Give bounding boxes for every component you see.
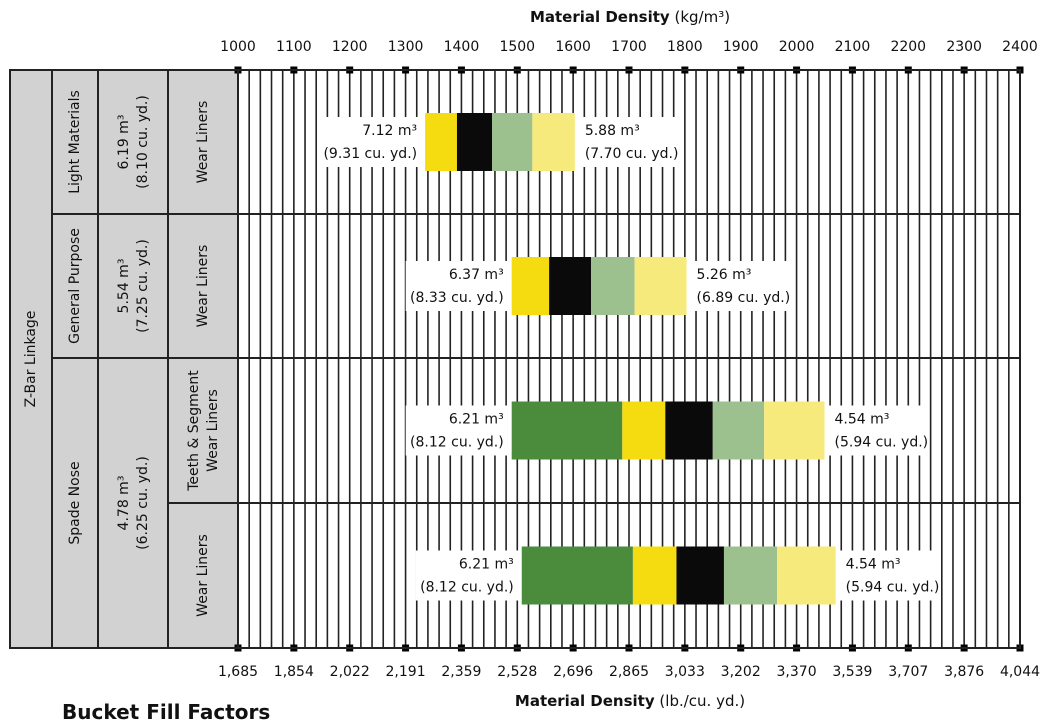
bar-segment-95 [492, 113, 533, 171]
x-top-tick-label: 1700 [611, 39, 647, 55]
x-bottom-tick-label: 1,685 [218, 664, 258, 680]
x-bottom-tick-label: 2,359 [441, 664, 481, 680]
group-capacity-m3: 6.19 m³ [116, 115, 132, 170]
x-bottom-tick-label: 2,696 [553, 664, 593, 680]
x-top-tick-label: 1800 [667, 39, 703, 55]
x-top-tick-label: 1100 [276, 39, 312, 55]
bar-segment-100 [456, 113, 493, 171]
left-label-cuyd: (8.12 cu. yd.) [420, 580, 514, 596]
group-capacity-cuyd: (7.25 cu. yd.) [135, 239, 151, 333]
right-label-m3: 4.54 m³ [846, 557, 901, 573]
left-label-cuyd: (8.33 cu. yd.) [410, 290, 504, 306]
group-capacity-cuyd: (8.10 cu. yd.) [135, 95, 151, 189]
x-bottom-tick-label: 3,876 [944, 664, 984, 680]
x-bottom-tick-label: 4,044 [1000, 664, 1040, 680]
right-label-cuyd: (5.94 cu. yd.) [835, 435, 929, 451]
group-capacity-cuyd: (6.25 cu. yd.) [135, 456, 151, 550]
row-type-label: Wear Liners [195, 245, 211, 328]
bar-segment-100 [665, 401, 713, 460]
left-label-bg [405, 261, 510, 311]
left-label-m3: 6.21 m³ [459, 557, 514, 573]
right-label-m3: 5.26 m³ [697, 267, 752, 283]
right-label-cuyd: (6.89 cu. yd.) [697, 290, 791, 306]
row-type-label: Teeth & Segment [186, 370, 202, 492]
group-capacity-m3: 4.78 m³ [116, 476, 132, 531]
bar-segment-95 [723, 546, 778, 605]
bottom-axis-title: Material Density (lb./cu. yd.) [514, 692, 746, 710]
x-top-tick-label: 1400 [444, 39, 480, 55]
right-label-cuyd: (7.70 cu. yd.) [585, 146, 679, 162]
chart-border [9, 69, 1021, 649]
x-bottom-tick-label: 3,707 [888, 664, 928, 680]
row-type-label: Wear Liners [195, 534, 211, 617]
x-bottom-tick-label: 3,202 [721, 664, 761, 680]
group-label: Spade Nose [67, 461, 83, 544]
footer-title: Bucket Fill Factors [62, 700, 271, 724]
bar-segment-95 [712, 401, 765, 460]
x-top-tick-label: 2100 [835, 39, 871, 55]
x-bottom-tick-label: 3,370 [777, 664, 817, 680]
x-top-tick-label: 2000 [779, 39, 815, 55]
bar-segment-90 [764, 401, 825, 460]
left-label-bg [415, 550, 520, 601]
right-label-cuyd: (5.94 cu. yd.) [846, 580, 940, 596]
x-bottom-tick-label: 2,022 [330, 664, 370, 680]
x-top-tick-label: 1500 [499, 39, 535, 55]
group-label: General Purpose [67, 228, 83, 344]
bar-segment-100 [676, 546, 724, 605]
x-bottom-tick-label: 2,528 [497, 664, 537, 680]
x-top-tick-label: 2200 [890, 39, 926, 55]
right-label-bg [688, 261, 789, 311]
bar-segment-90 [532, 113, 575, 171]
left-label-m3: 6.21 m³ [449, 412, 504, 428]
frame-lines [9, 69, 1021, 649]
linkage-label: Z-Bar Linkage [23, 311, 39, 408]
row-type-label: Wear Liners [205, 389, 221, 472]
bar-segment-110 [425, 113, 457, 171]
x-top-tick-label: 2300 [946, 39, 982, 55]
left-label-m3: 7.12 m³ [362, 123, 417, 139]
bar-segment-110 [622, 401, 666, 460]
left-label-m3: 6.37 m³ [449, 267, 504, 283]
bar-segment-110 [632, 546, 677, 605]
x-bottom-tick-label: 1,854 [274, 664, 314, 680]
right-label-bg [576, 117, 677, 167]
left-label-cuyd: (8.12 cu. yd.) [410, 435, 504, 451]
right-label-bg [837, 550, 938, 601]
left-label-bg [319, 117, 424, 167]
right-label-m3: 5.88 m³ [585, 123, 640, 139]
x-top-tick-label: 1900 [723, 39, 759, 55]
x-bottom-tick-label: 2,191 [386, 664, 426, 680]
bar-segment-115 [521, 546, 633, 605]
bar-segment-90 [634, 257, 687, 315]
row-type-label: Wear Liners [195, 101, 211, 184]
x-top-tick-label: 1200 [332, 39, 368, 55]
x-top-tick-label: 2400 [1002, 39, 1038, 55]
x-top-tick-label: 1000 [220, 39, 256, 55]
top-axis-title: Material Density (kg/m³) [529, 8, 731, 26]
bar-segment-115 [511, 401, 623, 460]
group-capacity-m3: 5.54 m³ [116, 259, 132, 314]
right-label-m3: 4.54 m³ [835, 412, 890, 428]
x-bottom-tick-label: 3,033 [665, 664, 705, 680]
bar-segment-110 [511, 257, 550, 315]
x-bottom-tick-label: 2,865 [609, 664, 649, 680]
group-label: Light Materials [67, 90, 83, 194]
bar-segment-100 [549, 257, 592, 315]
x-top-tick-label: 1300 [388, 39, 424, 55]
bar-segment-90 [777, 546, 836, 605]
left-label-cuyd: (9.31 cu. yd.) [323, 146, 417, 162]
x-top-tick-label: 1600 [555, 39, 591, 55]
left-label-bg [405, 405, 510, 456]
right-label-bg [826, 405, 927, 456]
x-bottom-tick-label: 3,539 [832, 664, 872, 680]
bar-segment-95 [591, 257, 635, 315]
